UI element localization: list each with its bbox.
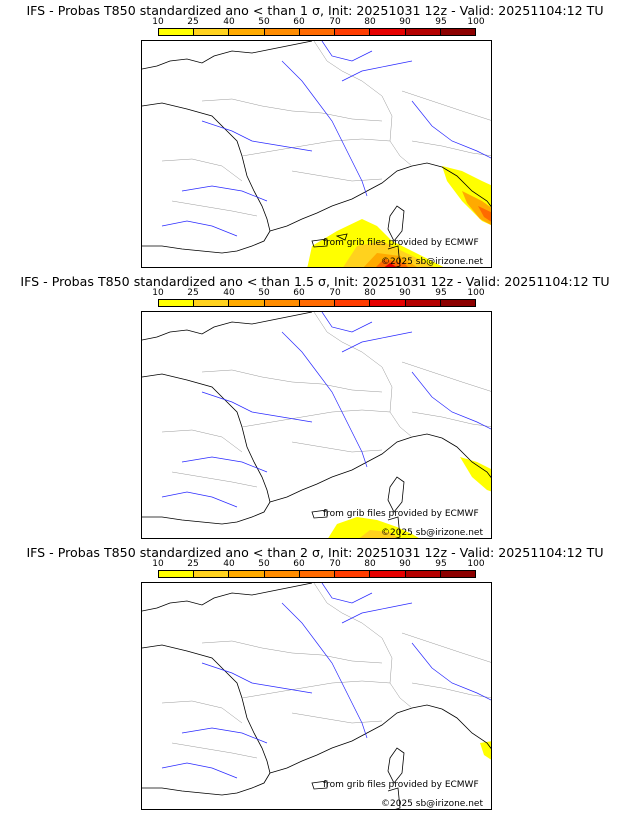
- colorbar-swatch: [159, 300, 195, 306]
- colorbar-swatch: [264, 29, 300, 35]
- colorbar-tick: 80: [364, 288, 376, 298]
- colorbar-swatch: [194, 300, 230, 306]
- colorbar-swatch: [264, 300, 300, 306]
- colorbar-tick: 10: [152, 288, 164, 298]
- colorbar-tick: 70: [329, 559, 341, 569]
- probability-map: from grib files provided by ECMWF ©2025 …: [141, 40, 492, 268]
- rivers: [161, 41, 491, 237]
- colorbar-tick: 10: [152, 559, 164, 569]
- colorbar-tick: 40: [223, 559, 235, 569]
- colorbar-swatch: [440, 571, 475, 577]
- colorbar-swatch: [405, 29, 441, 35]
- colorbar-swatch: [299, 29, 336, 35]
- map-panel-1: IFS - Probas T850 standardized ano < tha…: [0, 2, 630, 272]
- colorbar-tick: 25: [187, 288, 199, 298]
- data-source-credit: from grib files provided by ECMWF: [323, 509, 479, 519]
- colorbar-swatch: [229, 300, 265, 306]
- colorbar-tick: 60: [293, 559, 305, 569]
- colorbar-tick: 10: [152, 17, 164, 27]
- colorbar-tick: 40: [223, 288, 235, 298]
- colorbar-tick: 70: [329, 288, 341, 298]
- colorbar-tick-labels: 10 25 40 50 60 70 80 90 95 100: [152, 559, 484, 569]
- colorbar-tick: 80: [364, 559, 376, 569]
- colorbar-swatch: [159, 29, 195, 35]
- colorbar-swatch: [370, 571, 406, 577]
- probability-map: from grib files provided by ECMWF ©2025 …: [141, 582, 492, 810]
- colorbar-tick: 90: [399, 17, 411, 27]
- colorbar-tick: 95: [435, 559, 447, 569]
- copyright-credit: ©2025 sb@irizone.net: [381, 257, 483, 267]
- colorbar-tick: 40: [223, 17, 235, 27]
- colorbar-tick: 70: [329, 17, 341, 27]
- colorbar: [158, 299, 476, 307]
- prob-shading: [307, 166, 491, 267]
- colorbar-tick: 90: [399, 559, 411, 569]
- rivers: [161, 583, 491, 779]
- colorbar-tick: 100: [467, 17, 485, 27]
- colorbar-tick: 60: [293, 17, 305, 27]
- data-source-credit: from grib files provided by ECMWF: [323, 238, 479, 248]
- colorbar-swatch: [440, 300, 475, 306]
- copyright-credit: ©2025 sb@irizone.net: [381, 799, 483, 809]
- map-svg: [142, 583, 491, 809]
- colorbar-swatch: [299, 571, 336, 577]
- colorbar-swatch: [405, 571, 441, 577]
- colorbar-swatch: [194, 571, 230, 577]
- colorbar-tick: 50: [258, 17, 270, 27]
- colorbar-swatch: [405, 300, 441, 306]
- panel-title: IFS - Probas T850 standardized ano < tha…: [20, 274, 610, 289]
- colorbar-swatch: [370, 300, 406, 306]
- colorbar-tick: 80: [364, 17, 376, 27]
- borders: [161, 41, 491, 217]
- data-source-credit: from grib files provided by ECMWF: [323, 780, 479, 790]
- colorbar-tick: 95: [435, 288, 447, 298]
- prob-shading: [480, 741, 491, 760]
- borders: [161, 583, 491, 759]
- colorbar: [158, 28, 476, 36]
- coastlines: [142, 312, 491, 538]
- map-panel-3: IFS - Probas T850 standardized ano < tha…: [0, 544, 630, 814]
- map-panel-2: IFS - Probas T850 standardized ano < tha…: [0, 273, 630, 543]
- colorbar-swatch: [229, 571, 265, 577]
- panel-title: IFS - Probas T850 standardized ano < tha…: [26, 545, 604, 560]
- colorbar-swatch: [194, 29, 230, 35]
- colorbar-swatch: [299, 300, 336, 306]
- colorbar-swatch: [335, 571, 371, 577]
- map-svg: [142, 312, 491, 538]
- rivers: [161, 312, 491, 508]
- colorbar-tick: 50: [258, 288, 270, 298]
- colorbar-tick-labels: 10 25 40 50 60 70 80 90 95 100: [152, 17, 484, 27]
- probability-map: from grib files provided by ECMWF ©2025 …: [141, 311, 492, 539]
- colorbar-swatch: [229, 29, 265, 35]
- map-svg: [142, 41, 491, 267]
- panel-title: IFS - Probas T850 standardized ano < tha…: [26, 3, 604, 18]
- coastlines: [142, 583, 491, 809]
- colorbar-tick: 100: [467, 559, 485, 569]
- colorbar-swatch: [335, 29, 371, 35]
- prob-shading: [328, 457, 491, 538]
- colorbar-tick: 100: [467, 288, 485, 298]
- colorbar-swatch: [264, 571, 300, 577]
- colorbar-swatch: [159, 571, 195, 577]
- borders: [161, 312, 491, 488]
- colorbar-tick: 25: [187, 17, 199, 27]
- colorbar-tick: 60: [293, 288, 305, 298]
- colorbar-tick: 25: [187, 559, 199, 569]
- colorbar-tick: 50: [258, 559, 270, 569]
- colorbar-swatch: [370, 29, 406, 35]
- copyright-credit: ©2025 sb@irizone.net: [381, 528, 483, 538]
- colorbar-tick: 95: [435, 17, 447, 27]
- colorbar-swatch: [440, 29, 475, 35]
- coastlines: [142, 41, 491, 267]
- colorbar-swatch: [335, 300, 371, 306]
- colorbar-tick: 90: [399, 288, 411, 298]
- colorbar: [158, 570, 476, 578]
- colorbar-tick-labels: 10 25 40 50 60 70 80 90 95 100: [152, 288, 484, 298]
